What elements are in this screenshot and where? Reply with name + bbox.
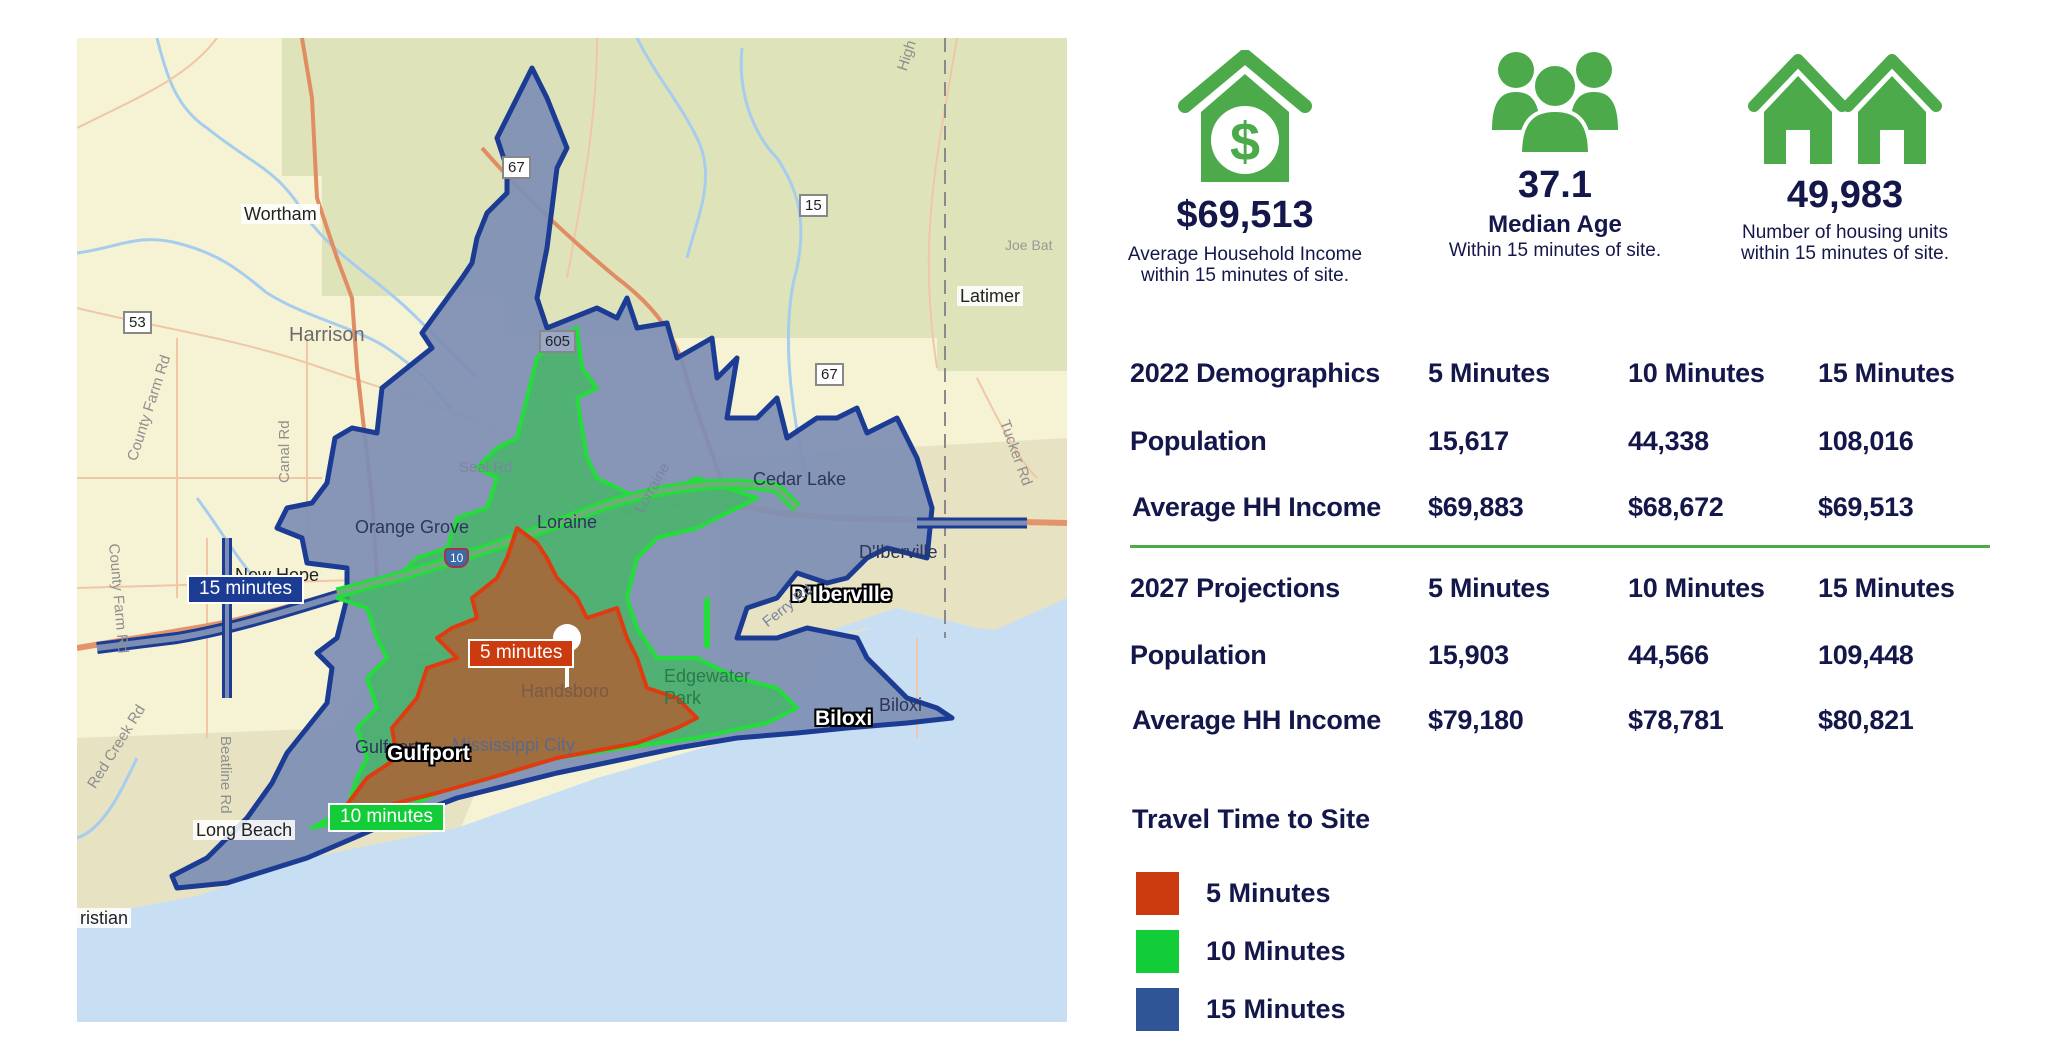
place-label-loraine: Loraine xyxy=(537,512,598,532)
table-cell: 109,448 xyxy=(1818,640,1914,670)
table-header-cell: 2022 Demographics xyxy=(1130,358,1381,388)
stat-desc-line2: within 15 minutes of site. xyxy=(1740,243,1950,265)
table-header-cell: 2027 Projections xyxy=(1130,573,1340,603)
stat-title: Median Age xyxy=(1488,211,1622,238)
place-label-biloxi-small: Biloxi xyxy=(879,695,923,715)
two-houses-icon xyxy=(1748,54,1942,164)
legend-label: 5 Minutes xyxy=(1206,878,1331,908)
table-header-cell: 15 Minutes xyxy=(1818,573,1955,603)
interstate-shield-i10: 10 xyxy=(444,548,470,568)
stat-desc-line1: Number of housing units xyxy=(1742,222,1948,243)
table-cell: $79,180 xyxy=(1428,705,1524,735)
legend-title: Travel Time to Site xyxy=(1132,804,1371,834)
stat-desc-line1: Within 15 minutes of site. xyxy=(1448,240,1662,262)
place-label-wortham: Wortham xyxy=(241,204,320,224)
site-pin-icon[interactable] xyxy=(553,624,581,652)
table-cell: 15,617 xyxy=(1428,426,1509,456)
legend-label: 10 Minutes xyxy=(1206,936,1346,966)
table-cell: 44,338 xyxy=(1628,426,1709,456)
place-label-diberville: D’Iberville xyxy=(791,583,892,606)
route-shield-15: 15 xyxy=(799,194,828,217)
place-label-diberville-small: D'Iberville xyxy=(859,542,938,562)
table-header-cell: 5 Minutes xyxy=(1428,358,1550,388)
stat-housing-units: 49,983 Number of housing units within 15… xyxy=(1710,50,1980,265)
stat-value: 37.1 xyxy=(1518,164,1592,206)
route-shield-67-south: 67 xyxy=(815,363,844,386)
place-label-gulfport-small: Gulfport xyxy=(355,737,420,757)
stat-desc-line2: within 15 minutes of site. xyxy=(1140,265,1350,287)
place-label-latimer: Latimer xyxy=(957,286,1024,306)
zone-5-minutes xyxy=(335,526,699,820)
route-shield-53: 53 xyxy=(123,311,152,334)
map-base-layer xyxy=(77,38,1067,1022)
table-cell: $80,821 xyxy=(1818,705,1914,735)
place-label-pass-christian: ristian xyxy=(77,908,132,928)
place-label-harrison: Harrison xyxy=(289,324,365,346)
place-label-handsboro: Handsboro xyxy=(521,681,610,701)
stat-value: 49,983 xyxy=(1786,174,1904,216)
row-label: Population xyxy=(1130,426,1267,456)
road-label-canal-rd: Canal Rd xyxy=(276,420,293,483)
legend-swatch-5-minutes xyxy=(1136,872,1179,915)
row-label: Population xyxy=(1130,640,1267,670)
table-header-cell: 5 Minutes xyxy=(1428,573,1550,603)
table-header-cell: 10 Minutes xyxy=(1628,573,1765,603)
table-cell: $78,781 xyxy=(1628,705,1724,735)
route-shield-605: 605 xyxy=(539,330,577,353)
table-header-cell: 10 Minutes xyxy=(1628,358,1765,388)
stat-avg-household-income: $ $69,513 Average Household Income withi… xyxy=(1110,50,1380,287)
place-label-cedar-lake: Cedar Lake xyxy=(753,469,847,489)
zone-tag-10-minutes: 10 minutes xyxy=(328,803,445,832)
place-label-joe-bat: Joe Bat xyxy=(1005,237,1053,253)
legend-swatch-15-minutes xyxy=(1136,988,1179,1031)
road-label-beatline-rd: Beatline Rd xyxy=(217,736,234,814)
place-label-orange-grove: Orange Grove xyxy=(355,517,470,537)
stat-median-age: 37.1 Median Age Within 15 minutes of sit… xyxy=(1420,50,1690,262)
travel-time-map[interactable]: Wortham Harrison Latimer Joe Bat Orange … xyxy=(77,38,1067,1022)
place-label-edgewater-park: Edgewater Park xyxy=(664,666,751,708)
table-cell: $68,672 xyxy=(1628,492,1724,522)
route-shield-67-north: 67 xyxy=(502,156,531,179)
stat-value: $69,513 xyxy=(1176,194,1314,236)
place-label-long-beach: Long Beach xyxy=(193,820,296,840)
legend-label: 15 Minutes xyxy=(1206,994,1346,1024)
section-divider xyxy=(1130,545,1990,548)
people-group-icon xyxy=(1492,52,1618,154)
svg-text:$: $ xyxy=(1230,112,1260,172)
table-cell: 44,566 xyxy=(1628,640,1709,670)
row-label: Average HH Income xyxy=(1132,492,1381,522)
place-label-gulfport: Gulfport xyxy=(387,742,470,765)
table-cell: $69,883 xyxy=(1428,492,1524,522)
road-label-seal-rd: Seal Rd xyxy=(459,459,513,476)
zone-tag-15-minutes: 15 minutes xyxy=(187,575,304,604)
zone-tag-5-minutes: 5 minutes xyxy=(468,639,575,668)
table-cell: 15,903 xyxy=(1428,640,1509,670)
row-label: Average HH Income xyxy=(1132,705,1381,735)
place-label-mississippi-city: Mississippi City xyxy=(452,735,576,755)
table-cell: $69,513 xyxy=(1818,492,1914,522)
place-label-biloxi: Biloxi xyxy=(815,707,873,730)
legend-swatch-10-minutes xyxy=(1136,930,1179,973)
stat-desc-line1: Average Household Income xyxy=(1127,244,1363,265)
table-cell: 108,016 xyxy=(1818,426,1914,456)
house-dollar-icon: $ xyxy=(1178,50,1312,182)
table-header-cell: 15 Minutes xyxy=(1818,358,1955,388)
